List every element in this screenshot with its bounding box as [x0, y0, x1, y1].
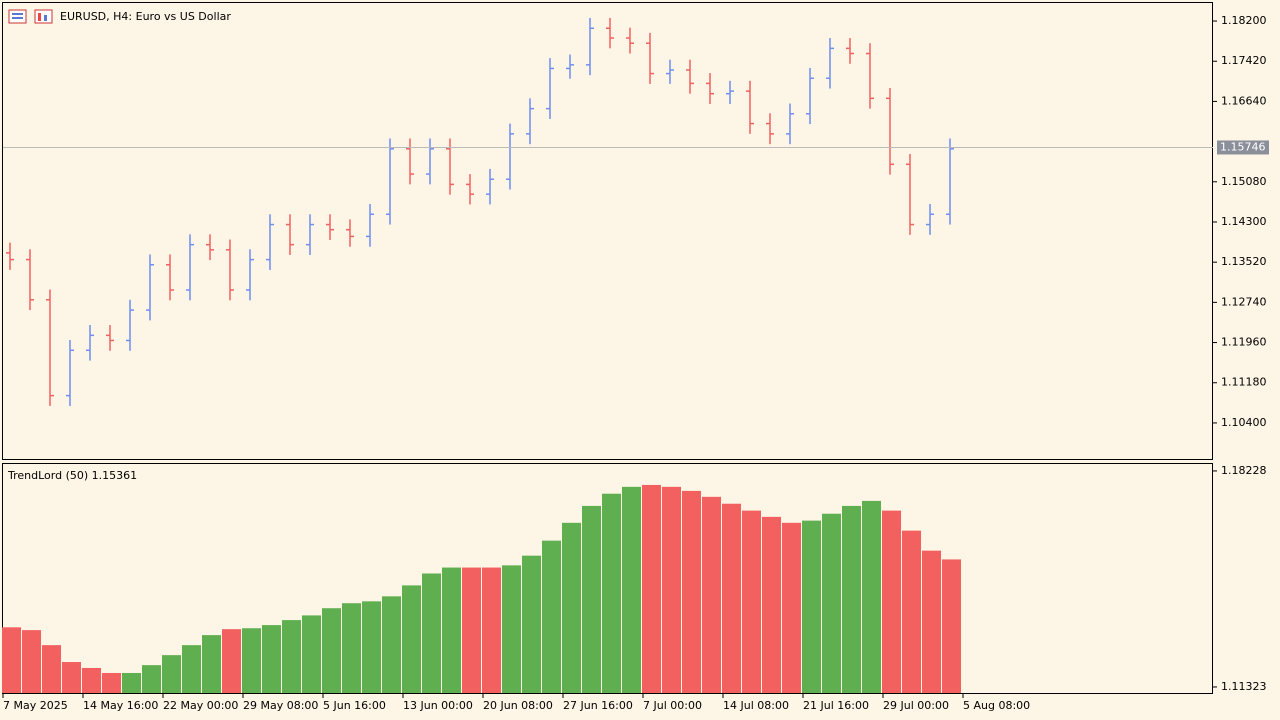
indicator-bar — [922, 550, 941, 693]
symbol-title: EURUSD, H4: Euro vs US Dollar — [60, 10, 231, 23]
icon-chart[interactable] — [34, 9, 53, 24]
indicator-bar — [462, 567, 481, 693]
x-tick-label: 7 Jul 00:00 — [643, 699, 702, 712]
indicator-bar — [422, 573, 441, 693]
indicator-panel — [2, 463, 1213, 694]
icon-part — [38, 13, 41, 21]
indicator-bar — [782, 522, 801, 693]
current-price-box — [1217, 140, 1269, 155]
indicator-bar — [642, 484, 661, 693]
indicator-bar — [682, 490, 701, 693]
indicator-bar — [622, 486, 641, 693]
indicator-bar — [282, 620, 301, 693]
indicator-bar — [162, 655, 181, 693]
y-tick-label: 1.14300 — [1221, 215, 1267, 228]
indicator-bar — [262, 625, 281, 693]
indicator-bar — [362, 601, 381, 693]
x-tick-label: 29 Jul 00:00 — [883, 699, 949, 712]
indicator-bar — [22, 630, 41, 693]
indicator-bar — [502, 565, 521, 693]
y-tick-label: 1.18200 — [1221, 14, 1267, 27]
indicator-bar — [382, 596, 401, 693]
x-tick-label: 14 May 16:00 — [83, 699, 158, 712]
y-tick-label: 1.13520 — [1221, 255, 1267, 268]
y-tick-label: 1.10400 — [1221, 416, 1267, 429]
icon-part — [12, 13, 23, 15]
toolbar-icons[interactable] — [8, 9, 53, 24]
x-tick-label: 5 Aug 08:00 — [963, 699, 1030, 712]
indicator-bar — [662, 486, 681, 693]
y-tick-label: 1.11180 — [1221, 376, 1267, 389]
indicator-bar — [242, 628, 261, 693]
indicator-bar — [822, 513, 841, 693]
indicator-bar — [302, 615, 321, 693]
indicator-bar — [182, 645, 201, 693]
x-tick-label: 22 May 00:00 — [163, 699, 238, 712]
indicator-bar — [442, 567, 461, 693]
indicator-bar — [862, 500, 881, 693]
x-tick-label: 20 Jun 08:00 — [483, 699, 553, 712]
indicator-bar — [602, 493, 621, 693]
indicator-bar — [342, 603, 361, 693]
x-tick-label: 7 May 2025 — [3, 699, 68, 712]
y-tick-label: 1.11323 — [1221, 680, 1267, 693]
indicator-bar — [542, 540, 561, 693]
indicator-bar — [522, 555, 541, 693]
indicator-bar — [802, 520, 821, 693]
indicator-bar — [62, 662, 81, 693]
y-tick-label: 1.11960 — [1221, 336, 1267, 349]
icon-part — [44, 15, 47, 21]
y-tick-label: 1.12740 — [1221, 295, 1267, 308]
x-tick-label: 14 Jul 08:00 — [723, 699, 789, 712]
indicator-bar — [702, 496, 721, 693]
indicator-bar — [942, 559, 961, 693]
y-tick-label: 1.18228 — [1221, 464, 1267, 477]
indicator-bar — [222, 629, 241, 693]
indicator-bar — [762, 516, 781, 693]
indicator-bar — [142, 665, 161, 693]
indicator-bar — [102, 672, 121, 693]
indicator-bar — [562, 522, 581, 693]
y-tick-label: 1.16640 — [1221, 94, 1267, 107]
x-tick-label: 5 Jun 16:00 — [323, 699, 386, 712]
indicator-bar — [902, 530, 921, 693]
x-tick-label: 29 May 08:00 — [243, 699, 318, 712]
indicator-bar — [82, 667, 101, 693]
indicator-bar — [322, 608, 341, 693]
indicator-bar — [122, 672, 141, 693]
indicator-bar — [42, 645, 61, 693]
indicator-bar — [842, 505, 861, 693]
indicator-bar — [482, 567, 501, 693]
indicator-bar — [582, 505, 601, 693]
current-price-label: 1.15746 — [1220, 140, 1266, 153]
indicator-bar — [722, 503, 741, 693]
icon-part — [12, 17, 23, 19]
indicator-title: TrendLord (50) 1.15361 — [7, 469, 137, 482]
indicator-bar — [402, 585, 421, 693]
price-panel — [2, 2, 1213, 460]
indicator-bar — [742, 510, 761, 693]
icon-list[interactable] — [8, 9, 27, 24]
x-tick-label: 21 Jul 16:00 — [803, 699, 869, 712]
indicator-bar — [202, 635, 221, 693]
x-tick-label: 27 Jun 16:00 — [563, 699, 633, 712]
indicator-bar — [882, 510, 901, 693]
x-tick-label: 13 Jun 00:00 — [403, 699, 473, 712]
y-tick-label: 1.17420 — [1221, 54, 1267, 67]
indicator-bar — [2, 627, 21, 693]
y-tick-label: 1.15080 — [1221, 175, 1267, 188]
